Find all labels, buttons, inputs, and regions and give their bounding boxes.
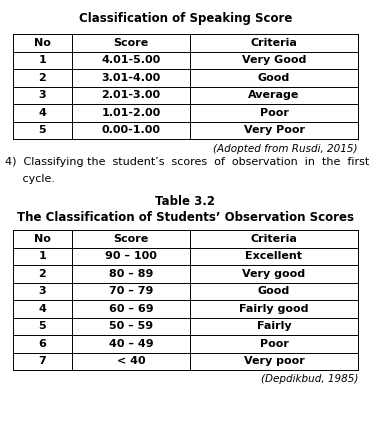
Text: Criteria: Criteria xyxy=(250,38,298,48)
Text: < 40: < 40 xyxy=(117,356,145,366)
Text: 2: 2 xyxy=(39,269,46,279)
Text: Table 3.2: Table 3.2 xyxy=(155,195,216,208)
Text: Fairly good: Fairly good xyxy=(239,304,309,314)
Text: 4: 4 xyxy=(39,108,46,118)
Text: 4.01-5.00: 4.01-5.00 xyxy=(101,55,161,65)
Text: 70 – 79: 70 – 79 xyxy=(109,286,153,296)
Text: Very Poor: Very Poor xyxy=(243,125,305,135)
Text: 0.00-1.00: 0.00-1.00 xyxy=(102,125,161,135)
Text: 1.01-2.00: 1.01-2.00 xyxy=(101,108,161,118)
Text: No: No xyxy=(34,38,51,48)
Text: Very Good: Very Good xyxy=(242,55,306,65)
Text: Score: Score xyxy=(114,38,149,48)
Text: (Depdikbud, 1985): (Depdikbud, 1985) xyxy=(260,374,358,384)
Text: 1: 1 xyxy=(39,251,46,261)
Text: Poor: Poor xyxy=(260,339,288,349)
Text: 3: 3 xyxy=(39,286,46,296)
Text: Criteria: Criteria xyxy=(250,234,298,244)
Text: Very poor: Very poor xyxy=(244,356,304,366)
Text: Fairly: Fairly xyxy=(257,321,291,331)
Text: Poor: Poor xyxy=(260,108,288,118)
Text: No: No xyxy=(34,234,51,244)
Text: 80 – 89: 80 – 89 xyxy=(109,269,153,279)
Text: Good: Good xyxy=(258,73,290,83)
Text: 3.01-4.00: 3.01-4.00 xyxy=(101,73,161,83)
Text: Classification of Speaking Score: Classification of Speaking Score xyxy=(79,12,292,25)
Text: 5: 5 xyxy=(39,125,46,135)
Text: 2.01-3.00: 2.01-3.00 xyxy=(101,90,161,100)
Text: 1: 1 xyxy=(39,55,46,65)
Text: Excellent: Excellent xyxy=(246,251,302,261)
Text: 7: 7 xyxy=(39,356,46,366)
Text: 50 – 59: 50 – 59 xyxy=(109,321,153,331)
Text: The Classification of Students’ Observation Scores: The Classification of Students’ Observat… xyxy=(17,211,354,224)
Text: cycle.: cycle. xyxy=(5,174,55,184)
Text: 6: 6 xyxy=(39,339,46,349)
Text: 3: 3 xyxy=(39,90,46,100)
Text: Score: Score xyxy=(114,234,149,244)
Text: 4)  Classifying the  student’s  scores  of  observation  in  the  first  and  th: 4) Classifying the student’s scores of o… xyxy=(5,157,371,167)
Text: 40 – 49: 40 – 49 xyxy=(109,339,153,349)
Text: 4: 4 xyxy=(39,304,46,314)
Text: Very good: Very good xyxy=(242,269,306,279)
Text: Good: Good xyxy=(258,286,290,296)
Text: 60 – 69: 60 – 69 xyxy=(109,304,153,314)
Text: 2: 2 xyxy=(39,73,46,83)
Text: (Adopted from Rusdi, 2015): (Adopted from Rusdi, 2015) xyxy=(213,144,358,154)
Text: Average: Average xyxy=(248,90,300,100)
Text: 90 – 100: 90 – 100 xyxy=(105,251,157,261)
Text: 5: 5 xyxy=(39,321,46,331)
